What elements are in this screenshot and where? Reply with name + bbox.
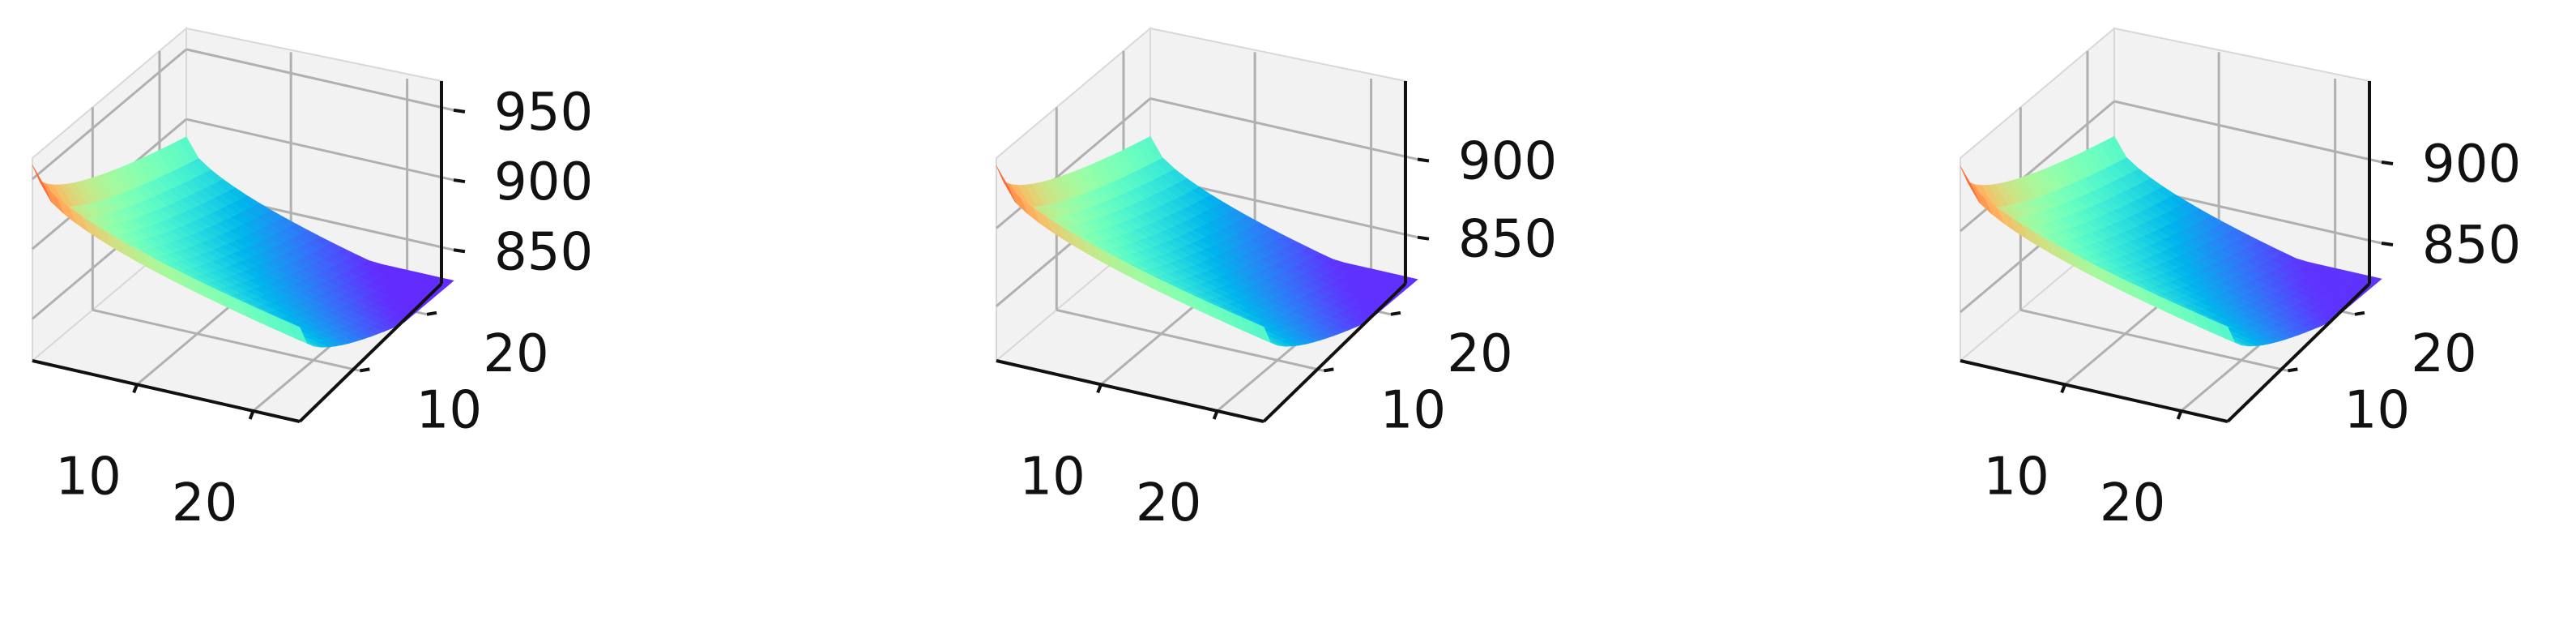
y-tick (2288, 369, 2297, 370)
y-tick-label: 20 (2411, 324, 2476, 384)
y-tick-label: 10 (2344, 380, 2410, 440)
x-tick (134, 384, 137, 392)
y-tick (1391, 313, 1401, 315)
z-tick-label: 950 (494, 83, 593, 143)
y-tick-label: 10 (416, 380, 482, 440)
x-tick-label: 20 (2100, 473, 2165, 533)
x-tick-label: 20 (172, 473, 237, 533)
z-tick-label: 850 (1458, 210, 1557, 270)
y-tick (360, 369, 369, 370)
y-tick-label: 20 (1447, 324, 1512, 384)
z-tick-label: 850 (2422, 216, 2521, 276)
y-tick (2355, 313, 2365, 315)
x-tick (250, 411, 254, 419)
z-tick-label: 900 (2422, 135, 2521, 195)
x-tick-label: 10 (55, 447, 121, 507)
y-tick (427, 313, 437, 315)
y-tick-label: 20 (483, 324, 548, 384)
z-tick-label: 850 (494, 222, 593, 282)
x-tick-label: 10 (1983, 447, 2049, 507)
x-tick (1098, 384, 1101, 392)
x-tick-label: 20 (1136, 473, 1201, 533)
z-tick (454, 250, 465, 251)
z-tick (454, 110, 465, 112)
z-tick (2382, 243, 2393, 245)
x-tick (2062, 384, 2065, 392)
z-tick (1418, 238, 1429, 239)
z-tick-label: 900 (494, 152, 593, 212)
z-tick (454, 180, 465, 182)
z-tick-label: 900 (1458, 132, 1557, 192)
z-tick (2382, 162, 2393, 164)
z-tick (1418, 160, 1429, 161)
x-tick (1214, 411, 1218, 419)
x-tick-label: 10 (1019, 447, 1085, 507)
x-tick (2178, 411, 2181, 419)
y-tick (1324, 369, 1333, 370)
y-tick-label: 10 (1380, 380, 1446, 440)
